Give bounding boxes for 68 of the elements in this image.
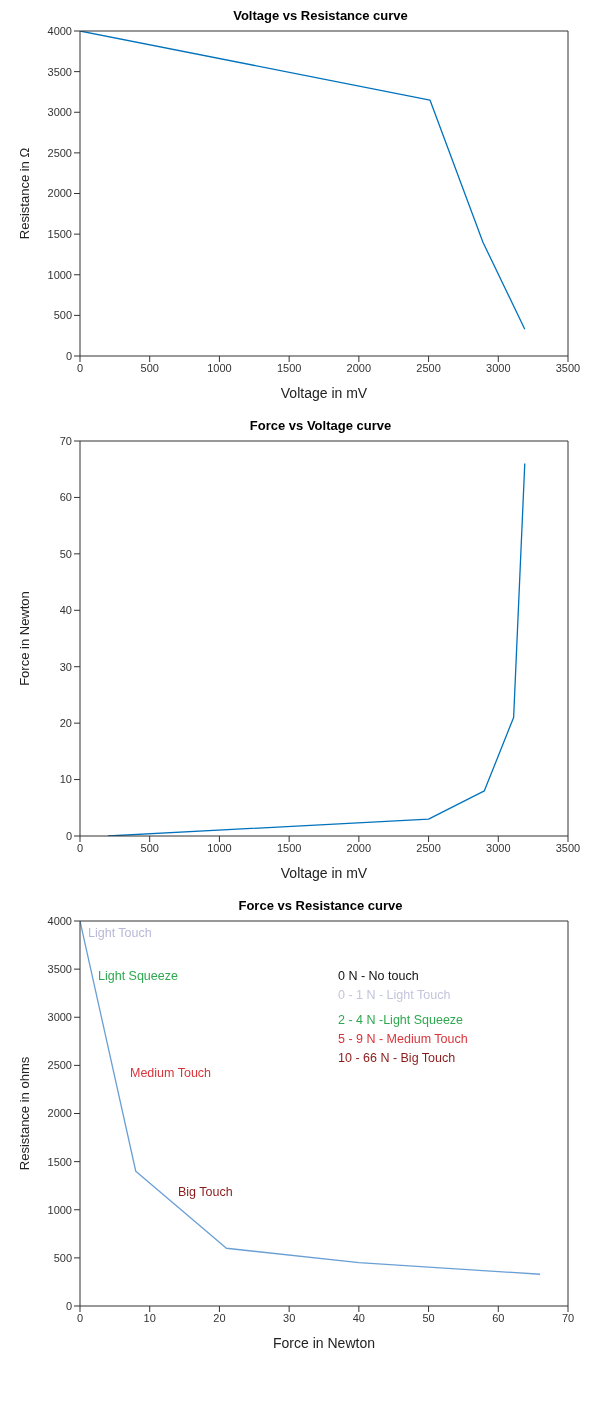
y-tick-label: 2500 bbox=[47, 146, 72, 159]
x-tick-label: 1000 bbox=[207, 361, 232, 374]
y-tick-label: 0 bbox=[65, 1299, 72, 1312]
annotation: Medium Touch bbox=[130, 1065, 212, 1081]
x-tick-label: 1500 bbox=[276, 841, 302, 854]
x-axis-title: Voltage in mV bbox=[280, 385, 368, 401]
y-tick-label: 1000 bbox=[47, 268, 72, 281]
x-tick-label: 60 bbox=[492, 1311, 505, 1324]
y-tick-label: 2500 bbox=[47, 1059, 72, 1072]
annotation: 2 - 4 N -Light Squeeze bbox=[338, 1012, 464, 1028]
x-tick-label: 3000 bbox=[486, 841, 511, 854]
x-tick-label: 2500 bbox=[416, 841, 441, 854]
y-tick-label: 3000 bbox=[47, 106, 72, 119]
x-tick-label: 1500 bbox=[276, 361, 302, 374]
y-tick-label: 0 bbox=[65, 829, 72, 842]
x-tick-label: 500 bbox=[140, 361, 159, 374]
x-tick-label: 40 bbox=[352, 1311, 365, 1324]
x-tick-label: 3000 bbox=[486, 361, 511, 374]
x-tick-label: 20 bbox=[213, 1311, 226, 1324]
y-tick-label: 50 bbox=[59, 547, 72, 560]
x-tick-label: 2000 bbox=[346, 841, 372, 854]
y-tick-label: 500 bbox=[53, 1251, 72, 1264]
y-tick-label: 4000 bbox=[47, 914, 72, 927]
annotation: Light Squeeze bbox=[98, 968, 178, 984]
chart-title: Voltage vs Resistance curve bbox=[232, 8, 409, 25]
x-tick-label: 30 bbox=[283, 1311, 296, 1324]
y-axis-title: Force in Newton bbox=[16, 591, 32, 686]
x-tick-label: 50 bbox=[422, 1311, 435, 1324]
x-axis-title: Force in Newton bbox=[273, 1335, 375, 1351]
y-tick-label: 70 bbox=[59, 434, 72, 447]
y-tick-label: 1500 bbox=[47, 228, 72, 241]
y-tick-label: 3500 bbox=[47, 963, 72, 976]
y-tick-label: 10 bbox=[59, 773, 72, 786]
y-axis-title: Resistance in ohms bbox=[16, 1056, 32, 1171]
y-tick-label: 2000 bbox=[47, 187, 72, 200]
annotation: 0 - 1 N - Light Touch bbox=[338, 987, 451, 1003]
x-tick-label: 0 bbox=[76, 361, 84, 374]
x-tick-label: 2500 bbox=[416, 361, 441, 374]
chart-title: Force vs Resistance curve bbox=[237, 898, 404, 915]
x-tick-label: 2000 bbox=[346, 361, 372, 374]
y-tick-label: 40 bbox=[59, 604, 72, 617]
x-tick-label: 0 bbox=[76, 841, 84, 854]
x-tick-label: 3500 bbox=[555, 361, 581, 374]
x-tick-label: 10 bbox=[143, 1311, 156, 1324]
y-tick-label: 3000 bbox=[47, 1011, 72, 1024]
x-axis-title: Voltage in mV bbox=[280, 865, 368, 881]
chart-title: Force vs Voltage curve bbox=[248, 418, 393, 435]
y-tick-label: 20 bbox=[59, 717, 72, 730]
y-tick-label: 4000 bbox=[47, 24, 72, 37]
annotation: 0 N - No touch bbox=[338, 968, 419, 984]
x-tick-label: 0 bbox=[76, 1311, 84, 1324]
annotation: 10 - 66 N - Big Touch bbox=[338, 1050, 456, 1066]
y-tick-label: 30 bbox=[59, 660, 72, 673]
y-tick-label: 1500 bbox=[47, 1155, 72, 1168]
y-tick-label: 1000 bbox=[47, 1203, 72, 1216]
y-axis-title: Resistance in Ω bbox=[16, 147, 32, 240]
y-tick-label: 2000 bbox=[47, 1107, 72, 1120]
annotation: 5 - 9 N - Medium Touch bbox=[338, 1031, 468, 1047]
x-tick-label: 3500 bbox=[555, 841, 581, 854]
y-tick-label: 500 bbox=[53, 309, 72, 322]
annotation: Light Touch bbox=[88, 925, 152, 941]
x-tick-label: 500 bbox=[140, 841, 159, 854]
x-tick-label: 1000 bbox=[207, 841, 232, 854]
annotation: Big Touch bbox=[178, 1184, 233, 1200]
y-tick-label: 60 bbox=[59, 491, 72, 504]
x-tick-label: 70 bbox=[561, 1311, 575, 1324]
y-tick-label: 3500 bbox=[47, 65, 72, 78]
y-tick-label: 0 bbox=[65, 349, 72, 362]
